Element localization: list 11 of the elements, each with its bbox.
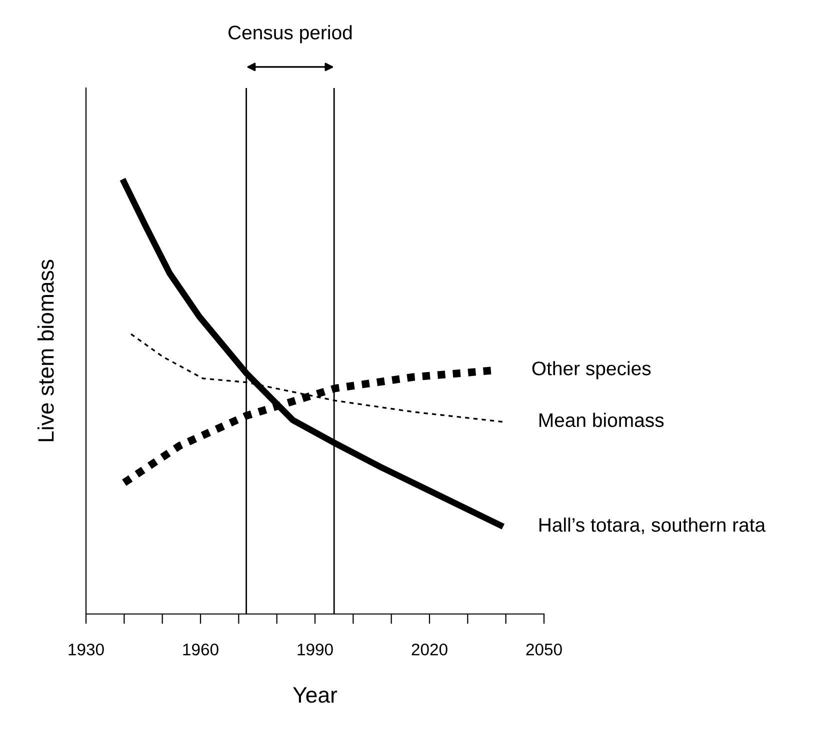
series-label: Hall’s totara, southern rata <box>539 518 766 534</box>
x-axis-title: Year <box>293 687 338 703</box>
x-tick-label: 1960 <box>183 644 218 656</box>
x-tick-label: 1930 <box>68 644 104 656</box>
y-axis-title: Live stem biomass <box>38 260 54 442</box>
x-tick-label: 2050 <box>526 644 562 656</box>
series-label: Mean biomass <box>539 412 664 428</box>
text: Census period <box>228 25 352 44</box>
series-label: Other species <box>532 361 651 380</box>
x-tick-label: 1990 <box>298 644 333 656</box>
x-tick-label: 2020 <box>412 644 448 656</box>
